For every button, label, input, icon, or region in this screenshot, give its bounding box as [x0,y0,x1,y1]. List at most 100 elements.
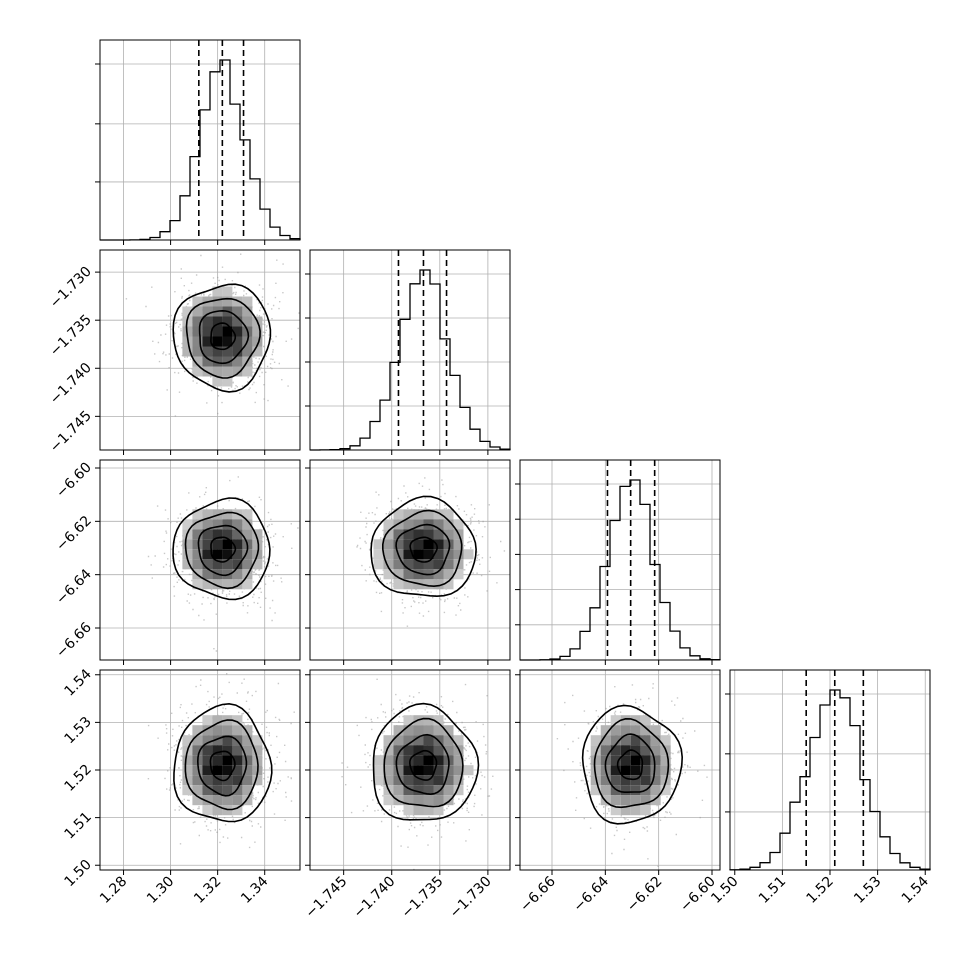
density-cell [453,755,464,766]
density-cell [620,745,631,756]
density-cell [242,366,253,377]
contour-line [372,702,480,821]
density-cell [242,579,253,590]
x-tick-label: 1.30 [144,874,177,907]
density-cell [413,775,424,786]
x-tick-label: −1.735 [399,874,447,922]
density-cell [232,549,243,560]
density-cell [212,336,223,347]
density-cell [660,735,671,746]
density-cell [433,509,444,520]
density-cell [453,569,464,580]
density-cell [212,286,223,297]
density-cell [212,529,223,540]
contour-line [210,322,237,351]
density-cell [393,765,404,776]
density-cell [443,529,454,540]
density-cell [242,519,253,530]
contour-line [409,536,439,563]
density-cell [232,316,243,327]
density-cell [383,569,394,580]
density-panel-2-1 [305,459,511,665]
density-cell [443,579,454,590]
density-cell [202,765,213,776]
density-cell [423,755,434,766]
density-cell [192,745,203,756]
density-cell [393,785,404,796]
density-cell [232,785,243,796]
density-cell [413,805,424,816]
density-cell [232,336,243,347]
density-cell [650,735,661,746]
density-cell [222,725,233,736]
contour-line [581,704,684,825]
density-cell [403,569,414,580]
density-cell [443,775,454,786]
density-cell [413,795,424,806]
density-cell [443,509,454,520]
density-cell [202,549,213,560]
density-cell [650,765,661,776]
density-cell [590,765,601,776]
density-cell [433,805,444,816]
density-cell [403,765,414,776]
density-cell [423,785,434,796]
density-cell [242,735,253,746]
density-cell [182,755,193,766]
density-cell [232,579,243,590]
density-cell [423,509,434,520]
density-cell [600,745,611,756]
density-cell [202,579,213,590]
density-cell [202,336,213,347]
y-tick-label: −1.740 [47,360,95,408]
density-cell [182,735,193,746]
density-cell [242,529,253,540]
density-cell [383,539,394,550]
density-cell [660,785,671,796]
density-cell [373,559,384,570]
density-cell [252,346,263,357]
density-cell [423,539,434,550]
density-cell [192,316,203,327]
density-cell [610,735,621,746]
density-cell [202,569,213,580]
histogram-panel-1 [305,249,511,455]
density-cell [222,326,233,337]
panel-frame [99,459,301,661]
density-cell [252,539,263,550]
density-cell [242,765,253,776]
density-cell [413,785,424,796]
density-cell [202,755,213,766]
density-cell [192,775,203,786]
density-cell [433,569,444,580]
contour-line [593,717,670,809]
density-cell [423,549,434,560]
density-cell [650,745,661,756]
density-cell [192,509,203,520]
density-cell [212,346,223,357]
density-cell [620,785,631,796]
contour-line [172,497,271,601]
density-panel-3-2 [515,669,721,875]
density-cell [463,765,474,776]
density-cell [433,755,444,766]
density-cell [423,725,434,736]
density-cell [373,539,384,550]
density-cell [192,296,203,307]
density-cell [232,755,243,766]
density-cell [590,755,601,766]
density-cell [620,795,631,806]
density-cell [232,715,243,726]
density-cell [222,316,233,327]
x-tick-label: −6.66 [517,873,559,915]
contour-line [616,749,644,781]
density-cell [192,725,203,736]
density-cell [242,745,253,756]
density-cell [383,529,394,540]
density-cell [640,775,651,786]
y-tick-label: −1.730 [47,264,95,312]
density-cell [650,755,661,766]
panel-frame [309,459,511,661]
density-cell [212,316,223,327]
histogram-step [520,479,721,661]
